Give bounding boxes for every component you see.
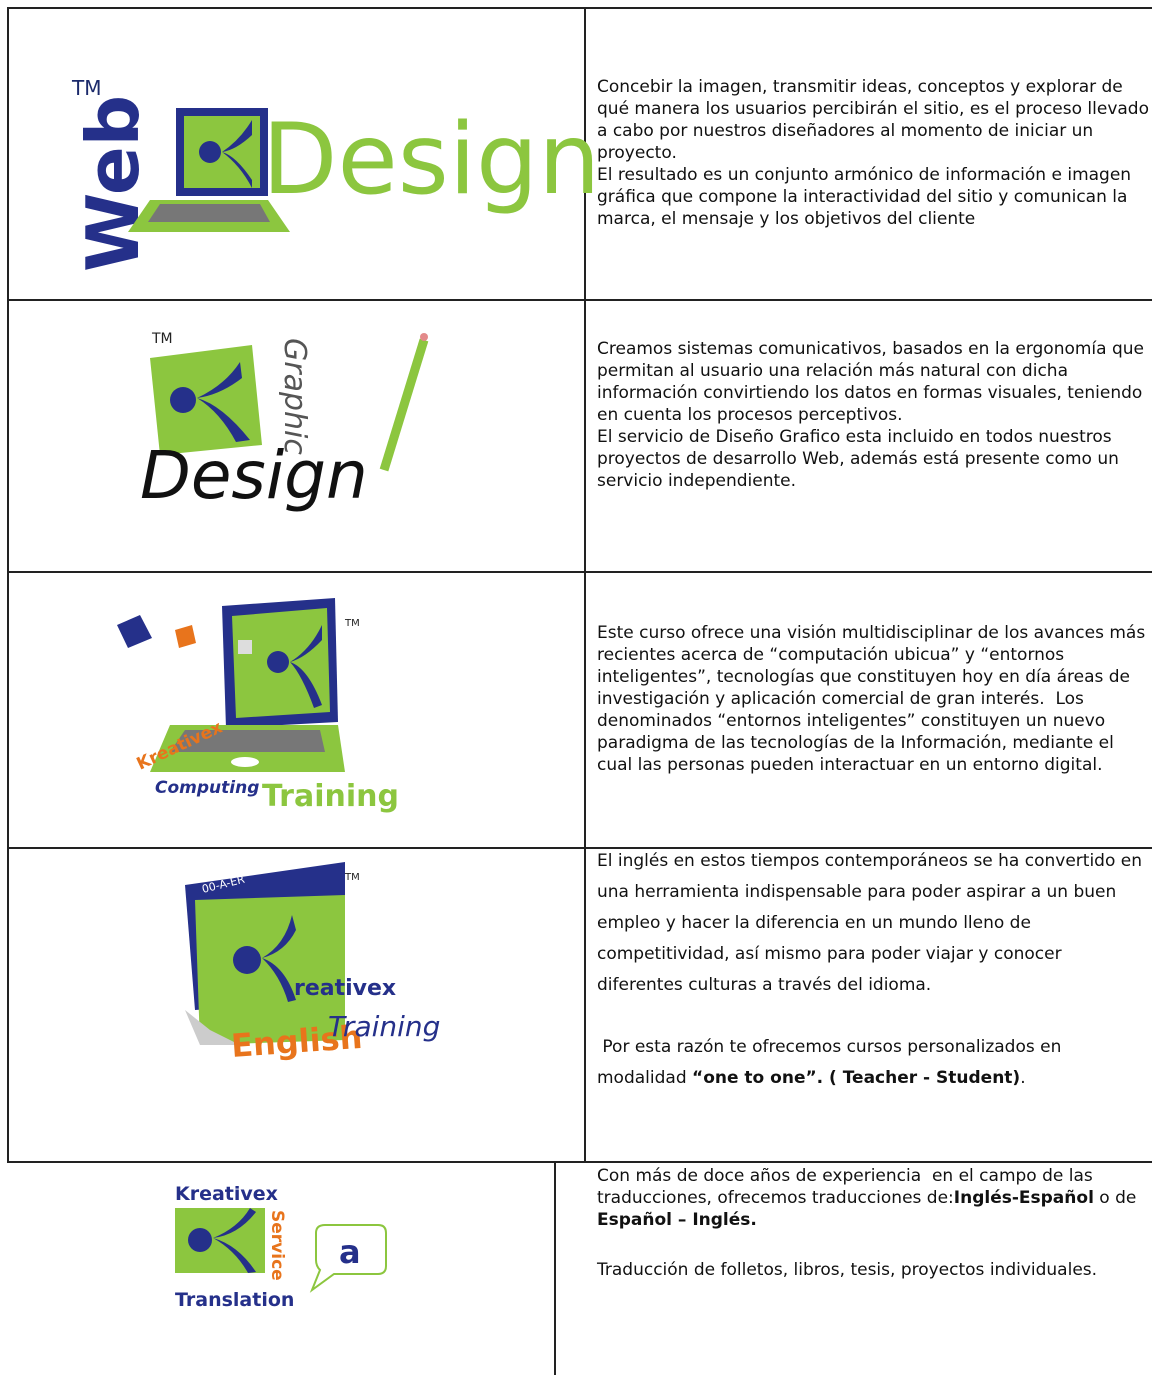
logo-text: Computing <box>155 778 259 798</box>
border <box>8 299 1152 301</box>
border <box>554 1161 556 1375</box>
text-run: . <box>1020 1068 1026 1088</box>
paragraph: Con más de doce años de experiencia en e… <box>597 1165 1150 1231</box>
logo-text: Translation <box>175 1289 294 1311</box>
pencil <box>379 338 429 472</box>
paragraph: Por esta razón te ofrecemos cursos perso… <box>597 1032 1150 1094</box>
cube <box>117 615 152 648</box>
logo-text: Kreativex <box>175 1183 278 1205</box>
logo-mark <box>222 120 252 188</box>
pencil <box>420 333 428 341</box>
text-run: El servicio de Diseño Grafico esta inclu… <box>597 427 1125 491</box>
text-run: Con más de doce años de experiencia en e… <box>597 1166 1099 1208</box>
logo-mark <box>233 946 261 974</box>
logo-mark <box>199 141 221 163</box>
logo-text: Design <box>140 437 368 514</box>
description: Este curso ofrece una visión multidiscip… <box>597 622 1150 776</box>
speech-bubble <box>309 1224 387 1293</box>
touchpad <box>231 757 259 767</box>
cube <box>238 640 252 654</box>
paragraph: Creamos sistemas comunicativos, basados … <box>597 338 1150 426</box>
logo-text: a <box>339 1233 361 1271</box>
text-run: Creamos sistemas comunicativos, basados … <box>597 339 1150 425</box>
logo-mark <box>213 1208 256 1273</box>
text-run: Inglés-Español <box>953 1188 1094 1208</box>
logo-mark <box>290 625 322 708</box>
text-run: El resultado es un conjunto armónico de … <box>597 165 1137 229</box>
text-run: o de <box>1093 1188 1148 1208</box>
logo-text: TM <box>344 872 360 883</box>
logo-text: Service <box>267 1210 287 1281</box>
logo-text: Training <box>328 1010 440 1043</box>
border <box>584 7 586 1163</box>
logo-text: Training <box>262 779 399 814</box>
description: El inglés en estos tiempos contemporáneo… <box>597 846 1150 1094</box>
logo-text: TM <box>71 76 101 100</box>
paragraph: Este curso ofrece una visión multidiscip… <box>597 622 1150 776</box>
logo-text: TM <box>344 618 360 629</box>
logo-mark <box>267 651 289 673</box>
description: Con más de doce años de experiencia en e… <box>597 1165 1150 1281</box>
border <box>8 1161 1152 1163</box>
logo-text: Graphic <box>277 338 312 455</box>
text-run: El inglés en estos tiempos contemporáneo… <box>597 851 1148 995</box>
description: Creamos sistemas comunicativos, basados … <box>597 338 1150 492</box>
paragraph: El inglés en estos tiempos contemporáneo… <box>597 846 1150 1001</box>
text-run: “one to one”. ( Teacher - Student) <box>692 1068 1021 1088</box>
border <box>8 847 1152 849</box>
keyboard <box>148 204 270 222</box>
folder-shadow <box>185 1010 240 1045</box>
logo-mark <box>188 1228 212 1252</box>
paragraph: Concebir la imagen, transmitir ideas, co… <box>597 76 1150 164</box>
cube <box>175 625 196 648</box>
paragraph: El resultado es un conjunto armónico de … <box>597 164 1150 230</box>
text-run: Concebir la imagen, transmitir ideas, co… <box>597 77 1149 163</box>
paragraph: El servicio de Diseño Grafico esta inclu… <box>597 426 1150 492</box>
border <box>8 7 1152 9</box>
border <box>7 7 9 1163</box>
text-run: Traducción de folletos, libros, tesis, p… <box>597 1260 1098 1280</box>
text-run: Por esta razón te ofrecemos cursos perso… <box>597 1037 1067 1088</box>
folder <box>195 895 345 1045</box>
logo-mark <box>262 915 296 1002</box>
text-run: Este curso ofrece una visión multidiscip… <box>597 623 1151 775</box>
keyboard <box>170 730 325 752</box>
text-run: Español – Inglés. <box>597 1210 757 1230</box>
logo-text: English <box>230 1018 364 1065</box>
description: Concebir la imagen, transmitir ideas, co… <box>597 76 1150 230</box>
logo-text: Web <box>71 95 155 272</box>
logo-text: Design <box>262 103 600 217</box>
border <box>8 571 1152 573</box>
paragraph: Traducción de folletos, libros, tesis, p… <box>597 1259 1150 1281</box>
logo-mark <box>197 362 250 442</box>
logo-text: reativex <box>294 976 396 1001</box>
logo-text: TM <box>151 331 173 347</box>
logo-mark <box>170 387 196 413</box>
